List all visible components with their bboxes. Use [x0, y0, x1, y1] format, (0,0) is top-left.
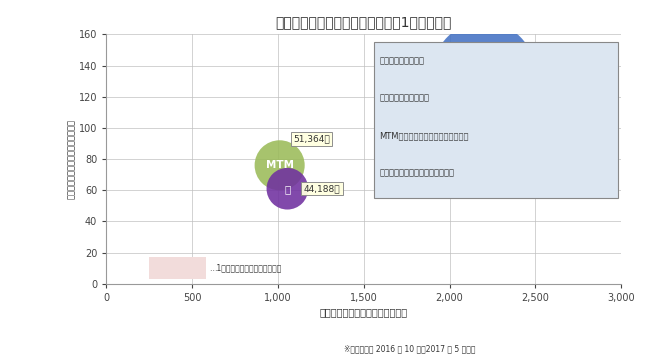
Text: 44,188円: 44,188円 [304, 184, 341, 193]
Text: 面対応：複数医療機関の処方応需: 面対応：複数医療機関の処方応需 [379, 169, 454, 178]
Text: 門前：病院前に立地: 門前：病院前に立地 [379, 56, 424, 65]
Y-axis label: 重複投薬・相互作用等防止加算件数: 重複投薬・相互作用等防止加算件数 [67, 119, 76, 199]
Text: Ｍ＃Ｃ：医療モール型: Ｍ＃Ｃ：医療モール型 [379, 94, 429, 103]
Point [282, 186, 293, 192]
Bar [150, 257, 206, 279]
Point [422, 112, 432, 118]
Text: 面: 面 [284, 184, 291, 194]
Title: 薬局タイプ別にみる残薬調整額（1店舗当り）: 薬局タイプ別にみる残薬調整額（1店舗当り） [276, 15, 452, 29]
Point [274, 162, 285, 168]
X-axis label: かかりつけ薬剤師指導料算定件数: かかりつけ薬剤師指導料算定件数 [320, 307, 408, 317]
Text: 門前: 門前 [478, 68, 490, 78]
Text: 166,145円: 166,145円 [523, 45, 566, 54]
Bar [374, 42, 618, 198]
Text: 80,853円: 80,853円 [450, 130, 486, 139]
Text: MC: MC [418, 110, 436, 120]
Point [478, 70, 489, 76]
Text: …1店舗当たり平均残薬調整金額: …1店舗当たり平均残薬調整金額 [209, 264, 281, 273]
Text: 51,364円: 51,364円 [293, 134, 330, 143]
Text: MTM: MTM [266, 160, 294, 170]
Text: ※本データは 2016 年 10 月～2017 年 5 月累積: ※本データは 2016 年 10 月～2017 年 5 月累積 [344, 345, 476, 353]
Text: MTM：診療所、クリニック前に立地: MTM：診療所、クリニック前に立地 [379, 131, 469, 140]
